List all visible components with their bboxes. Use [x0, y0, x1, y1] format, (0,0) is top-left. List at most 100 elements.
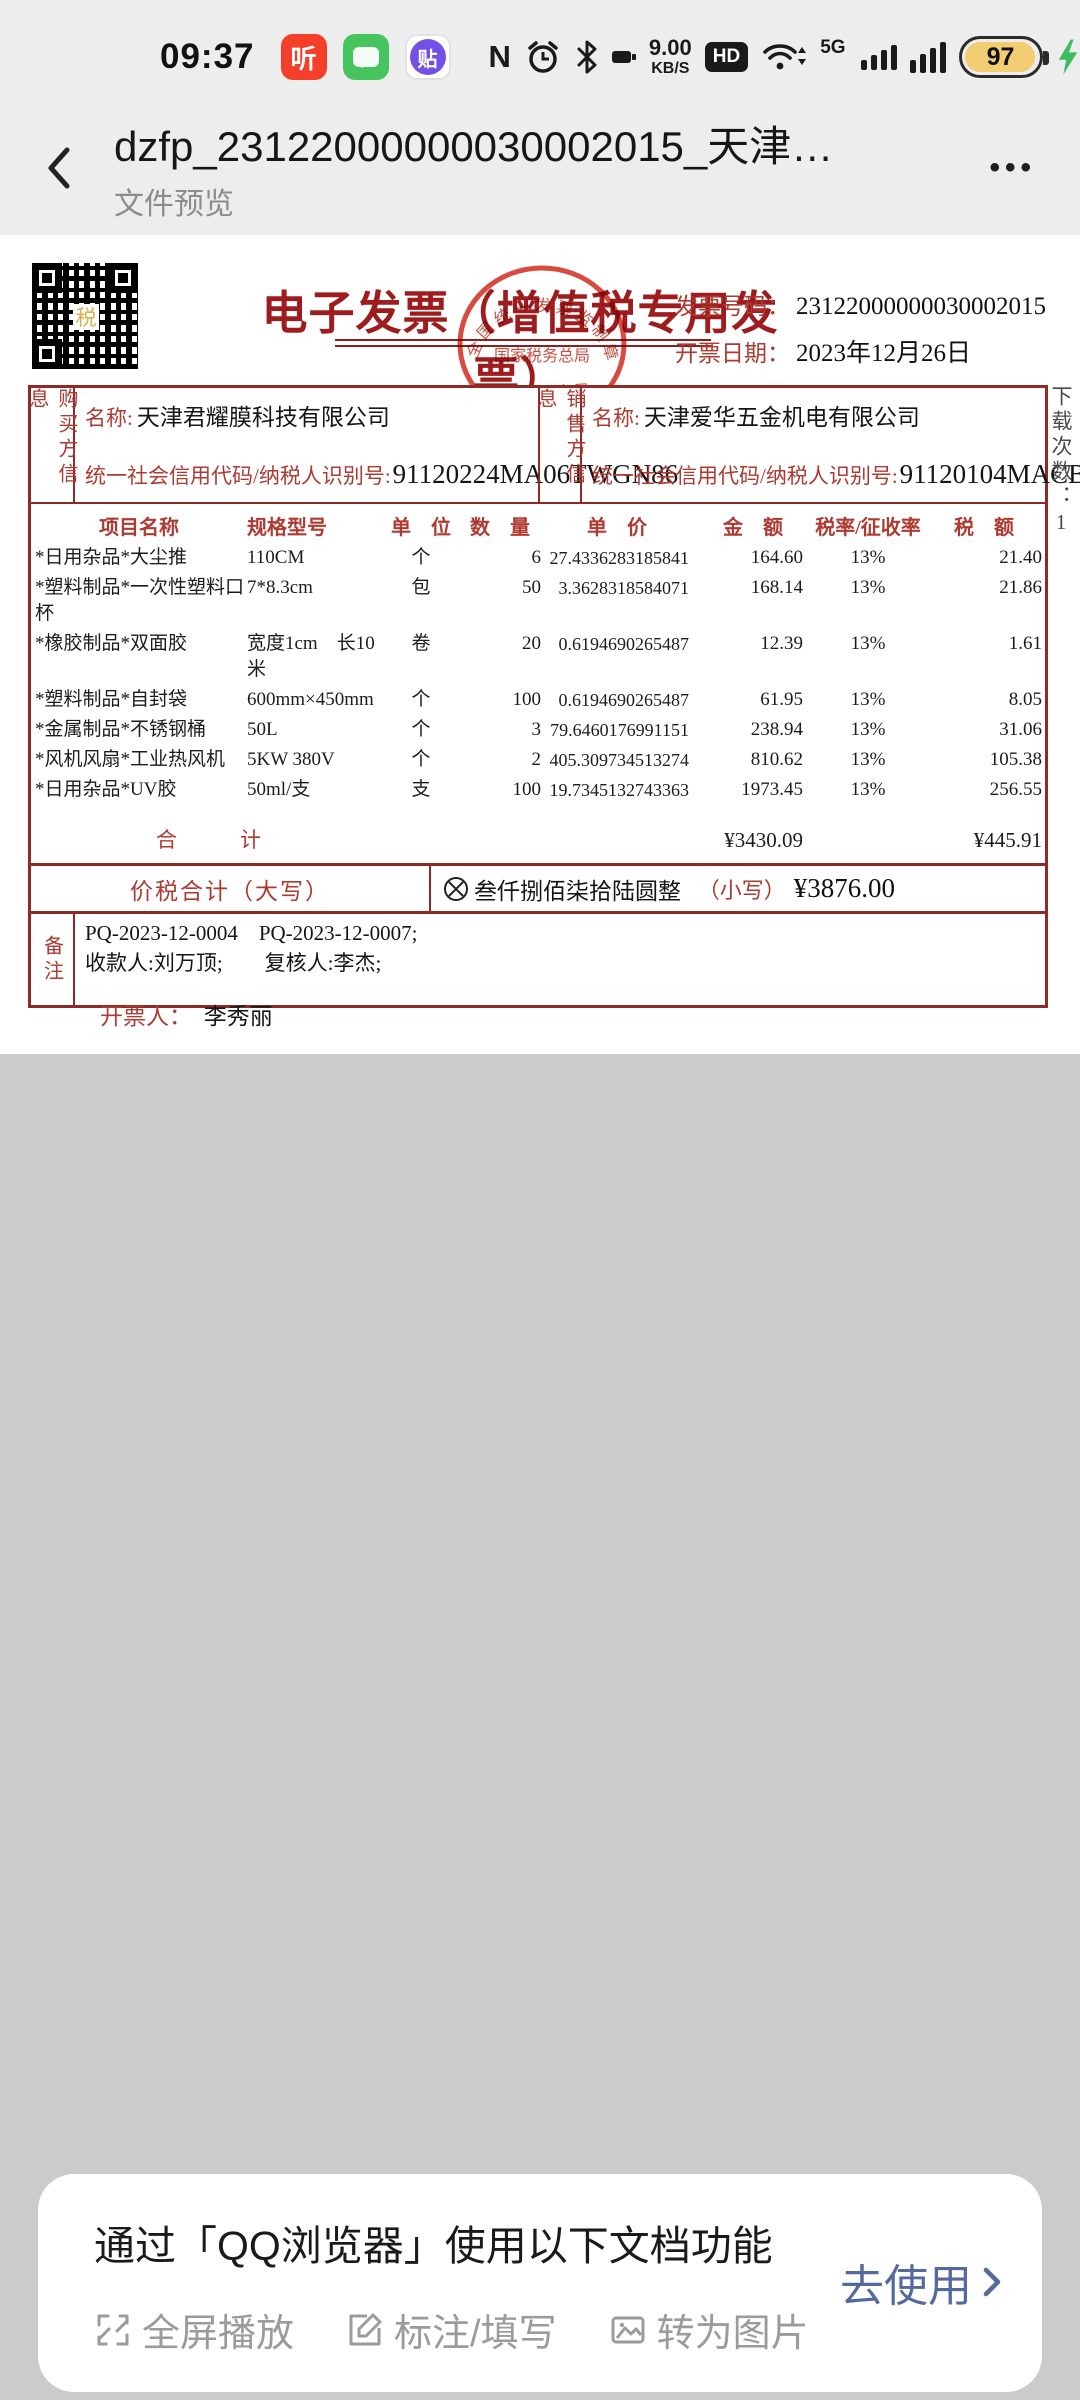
feature-label: 转为图片	[656, 2313, 809, 2355]
issuer-line: 开票人： 李秀丽	[100, 997, 273, 1031]
network-type-label: 5G	[820, 37, 846, 58]
network-speed: 9.00 KB/S	[649, 37, 692, 77]
alarm-icon	[528, 41, 558, 73]
download-count-note: 下载次数：1	[1049, 385, 1073, 538]
invoice-number-value: 23122000000030002015	[796, 293, 1046, 320]
use-now-button[interactable]: 去使用	[840, 2250, 1002, 2314]
file-title: dzfp_23122000000030002015_天津…	[114, 122, 834, 170]
use-now-label: 去使用	[840, 2262, 972, 2311]
invoice-meta: 发票号码： 23122000000030002015 开票日期： 2023年12…	[675, 287, 1046, 381]
annotate-icon	[349, 2313, 382, 2345]
seller-fields: 名称: 天津爱华五金机电有限公司 统一社会信用代码/纳税人识别号: 911201…	[582, 388, 1080, 502]
item-row: *日用杂品*大尘推 110CM 个 6 27.4336283185841 164…	[35, 547, 1042, 568]
invoice-date-label: 开票日期：	[675, 341, 790, 366]
numeric-amount-label: （小写）	[697, 877, 786, 903]
fullscreen-play-button[interactable]: 全屏播放	[94, 2302, 294, 2357]
seller-name-value: 天津爱华五金机电有限公司	[643, 405, 920, 430]
totals-tax: ¥445.91	[973, 828, 1042, 852]
grand-total-content: 叁仟捌佰柒拾陆圆整 （小写） ¥3876.00	[431, 866, 1045, 911]
totals-label: 合 计	[156, 828, 261, 852]
remark-line: PQ-2023-12-0004 PQ-2023-12-0007;	[85, 921, 418, 945]
item-row: *风机风扇*工业热风机 5KW 380V 个 2 405.30973451327…	[35, 749, 1042, 770]
app-badge-glyph: 贴	[417, 48, 438, 71]
issuer-label: 开票人：	[100, 1004, 192, 1029]
battery-icon: 97	[958, 36, 1049, 78]
buyer-name-value: 天津君耀膜科技有限公司	[136, 405, 390, 430]
seller-section-label: 销售方信息	[534, 388, 585, 502]
grand-total-label: 价税合计（大写）	[31, 866, 431, 911]
item-row: *塑料制品*自封袋 600mm×450mm 个 100 0.6194690265…	[35, 689, 1042, 710]
tieba-app-icon: 贴	[404, 34, 451, 80]
buyer-taxid-label: 统一社会信用代码/纳税人识别号:	[85, 464, 391, 488]
feature-row: 全屏播放 标注/填写 转为图片	[94, 2302, 998, 2357]
circle-cross-icon	[444, 876, 468, 901]
item-row: *塑料制品*一次性塑料口杯 7*8.3cm 包 50 3.36283185840…	[35, 577, 1042, 624]
status-time: 09:37	[160, 37, 255, 76]
col-rate: 税率/征收率	[815, 517, 921, 539]
status-right-cluster: N 9.00 KB/S HD 5G	[489, 36, 1080, 78]
document-preview[interactable]: 税 电子发票（增值税专用发票） 全国统一发票监制章 国家税务总局 天津市税务局 …	[0, 235, 1080, 1054]
totals-row: 合 计 ¥3430.09 ¥445.91	[31, 817, 1045, 863]
feature-label: 全屏播放	[142, 2313, 295, 2355]
col-tax: 税 额	[954, 517, 1014, 539]
qr-center-glyph: 税	[73, 304, 99, 330]
annotate-fill-button[interactable]: 标注/填写	[346, 2302, 557, 2357]
feature-label: 标注/填写	[394, 2313, 557, 2355]
invoice-date-value: 2023年12月26日	[796, 340, 972, 367]
remarks-label: 备注	[31, 914, 75, 1005]
table-spacer	[31, 805, 1045, 817]
bluetooth-icon	[577, 40, 597, 74]
qr-finder-icon	[32, 339, 62, 369]
header-titles: dzfp_23122000000030002015_天津… 文件预览	[114, 113, 979, 223]
device-battery-icon	[611, 51, 636, 63]
seller-name-label: 名称:	[592, 406, 640, 430]
wifi-icon	[763, 44, 807, 70]
invoice-body: 购买方信息 名称: 天津君耀膜科技有限公司 统一社会信用代码/纳税人识别号: 9…	[26, 385, 1080, 1008]
sheet-title: 通过「QQ浏览器」使用以下文档功能	[94, 2223, 773, 2269]
items-header-row: 项目名称 规格型号 单 位 数 量 单 价 金 额 税率/征收率 税 额	[31, 504, 1045, 543]
back-button[interactable]	[44, 146, 100, 190]
qr-code: 税	[30, 261, 140, 371]
fullscreen-icon	[97, 2314, 129, 2345]
qr-finder-icon	[32, 263, 62, 293]
messages-app-icon	[342, 34, 389, 80]
item-row: *日用杂品*UV胶 50ml/支 支 100 19.7345132743363 …	[35, 779, 1042, 800]
chevron-right-icon	[983, 2267, 1001, 2297]
amount-in-words: 叁仟捌佰柒拾陆圆整	[474, 878, 681, 904]
nfc-icon: N	[488, 39, 511, 74]
charging-bolt-icon	[1058, 39, 1077, 75]
buyer-section-label: 购买方信息	[26, 388, 77, 502]
more-menu-button[interactable]: •••	[989, 150, 1036, 184]
items-table: 项目名称 规格型号 单 位 数 量 单 价 金 额 税率/征收率 税 额 *日用…	[31, 504, 1045, 863]
chat-bubble-icon	[352, 47, 379, 68]
network-speed-unit: KB/S	[651, 60, 690, 77]
buyer-name-label: 名称:	[85, 406, 133, 430]
seller-taxid-label: 统一社会信用代码/纳税人识别号:	[592, 464, 898, 488]
app-badge-glyph: 听	[290, 43, 317, 74]
title-double-rule	[335, 339, 711, 347]
signal-bars-2-icon	[909, 41, 946, 73]
buyer-taxid-value: 91120224MA06TWGN86	[392, 459, 679, 489]
hd-icon: HD	[704, 42, 749, 72]
image-icon	[611, 2316, 645, 2343]
issuer-name: 李秀丽	[203, 1004, 273, 1029]
col-amount: 金 额	[723, 517, 783, 539]
app-badge-circle: 贴	[409, 39, 446, 75]
app-header: dzfp_23122000000030002015_天津… 文件预览 •••	[0, 100, 1080, 235]
seller-taxid-value: 91120104MACBML2U42	[899, 459, 1080, 489]
battery-percent: 97	[986, 42, 1015, 71]
back-chevron-icon	[48, 147, 70, 188]
buyer-fields: 名称: 天津君耀膜科技有限公司 统一社会信用代码/纳税人识别号: 9112022…	[75, 388, 678, 502]
convert-to-image-button[interactable]: 转为图片	[609, 2302, 809, 2357]
stamp-org-text: 国家税务总局	[494, 347, 590, 365]
ximalaya-app-icon: 听	[280, 34, 327, 80]
page-subtitle: 文件预览	[114, 187, 234, 221]
status-bar: 09:37 听 贴 N 9.00 KB/S HD	[0, 0, 1080, 100]
qr-finder-icon	[108, 263, 138, 293]
battery-fill	[964, 42, 1035, 72]
totals-amount: ¥3430.09	[724, 828, 803, 852]
item-row: *金属制品*不锈钢桶 50L 个 3 79.6460176991151 238.…	[35, 719, 1042, 740]
remarks-content: PQ-2023-12-0004 PQ-2023-12-0007; 收款人:刘万顶…	[75, 914, 1045, 1005]
col-unit: 单 位	[391, 517, 451, 539]
